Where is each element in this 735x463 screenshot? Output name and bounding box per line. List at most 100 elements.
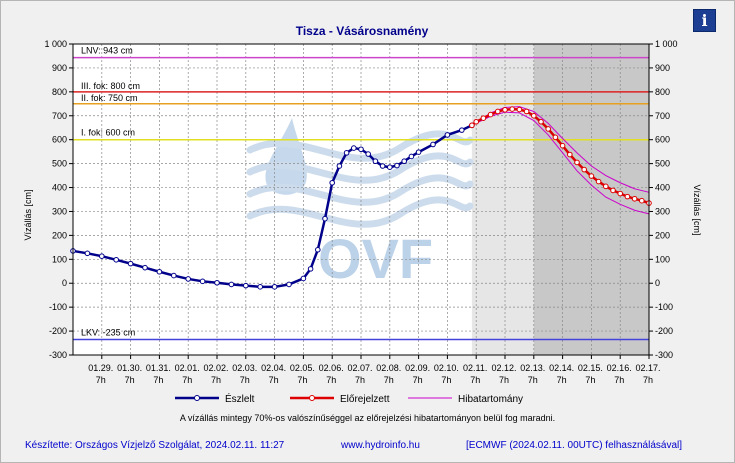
y-tick-label-left: 0 bbox=[62, 278, 67, 288]
x-tick-label-date: 02.12. bbox=[491, 363, 516, 373]
observed-point bbox=[199, 278, 206, 285]
y-tick-label-right: 400 bbox=[655, 183, 670, 193]
y-tick-label-right: 600 bbox=[655, 135, 670, 145]
watermark-text: OVF bbox=[318, 227, 433, 290]
forecast-point bbox=[574, 159, 580, 166]
x-tick-label-date: 02.08. bbox=[376, 363, 401, 373]
x-tick-label-date: 02.09. bbox=[405, 363, 430, 373]
observed-point bbox=[113, 256, 119, 263]
observed-point bbox=[322, 215, 328, 222]
y-tick-label-left: 400 bbox=[52, 183, 67, 193]
x-tick-label-date: 02.11. bbox=[463, 363, 487, 373]
observed-point bbox=[243, 282, 249, 289]
x-tick-label-hour: 7h bbox=[470, 375, 480, 385]
observed-point bbox=[329, 179, 336, 186]
x-tick-label-date: 02.13. bbox=[520, 363, 545, 373]
observed-point bbox=[156, 268, 163, 275]
x-tick-label-hour: 7h bbox=[269, 375, 279, 385]
x-tick-label-date: 02.10. bbox=[434, 363, 459, 373]
forecast-point bbox=[502, 106, 508, 113]
observed-point bbox=[271, 284, 278, 290]
info-button[interactable]: i bbox=[693, 9, 716, 32]
observed-point bbox=[307, 266, 314, 272]
plot-background bbox=[73, 44, 649, 355]
wave-shape bbox=[246, 152, 474, 184]
series-lines bbox=[70, 106, 652, 290]
y-tick-label-left: 900 bbox=[52, 63, 67, 73]
x-tick-label-hour: 7h bbox=[125, 375, 135, 385]
x-tick-label-date: 02.14. bbox=[549, 363, 574, 373]
forecast-point bbox=[487, 111, 494, 118]
level-label: I. fok: 600 cm bbox=[81, 128, 135, 138]
forecast-point bbox=[631, 195, 638, 202]
observed-point bbox=[387, 164, 393, 171]
observed-point bbox=[415, 149, 422, 155]
y-tick-label-left: 1 000 bbox=[44, 39, 67, 49]
footer-website-link[interactable]: www.hydroinfo.hu bbox=[341, 440, 420, 451]
observed-point bbox=[351, 145, 357, 151]
x-tick-label-date: 02.05. bbox=[290, 363, 315, 373]
y-tick-label-right: -100 bbox=[655, 302, 673, 312]
observed-point bbox=[336, 163, 343, 169]
wave-shape bbox=[246, 196, 474, 228]
x-tick-label-date: 01.29. bbox=[88, 363, 113, 373]
level-label: II. fok: 750 cm bbox=[81, 93, 138, 103]
forecast-point bbox=[495, 108, 501, 115]
forecast-point bbox=[588, 173, 595, 179]
observed-point bbox=[379, 163, 386, 169]
x-tick-label-date: 02.17. bbox=[635, 363, 660, 373]
x-tick-label-hour: 7h bbox=[557, 375, 567, 385]
forecast-point bbox=[595, 178, 602, 185]
legend-label: Hibatartomány bbox=[458, 394, 523, 405]
level-label: LKV: -235 cm bbox=[81, 327, 135, 337]
forecast-point bbox=[559, 142, 566, 149]
forecast-point bbox=[516, 106, 523, 113]
forecast-note: A vízállás mintegy 70%-os valószínűségge… bbox=[179, 413, 556, 423]
x-tick-label-hour: 7h bbox=[96, 375, 106, 385]
observed-point bbox=[171, 272, 177, 279]
water-drop-shape bbox=[265, 118, 307, 195]
level-label: III. fok: 800 cm bbox=[81, 81, 140, 91]
observed-point bbox=[444, 132, 451, 138]
footer-made-by: Készítette: Országos Vízjelző Szolgálat,… bbox=[25, 440, 285, 451]
y-tick-label-left: 600 bbox=[52, 135, 67, 145]
x-tick-label-hour: 7h bbox=[182, 375, 192, 385]
observed-point bbox=[127, 260, 134, 267]
observed-point bbox=[408, 153, 415, 160]
legend-marker bbox=[194, 395, 200, 401]
observed-point bbox=[257, 284, 264, 290]
forecast-point bbox=[545, 126, 552, 132]
x-tick-label-date: 02.01. bbox=[175, 363, 200, 373]
observed-point bbox=[343, 150, 350, 156]
y-axis-label-right: Vízállás [cm] bbox=[692, 184, 702, 235]
observed-point bbox=[286, 281, 292, 288]
axes: -300 -300 -200 -200 -100 -100 0 0 100 100 200 200 30… bbox=[44, 39, 677, 385]
level-label: LNV: 943 cm bbox=[81, 46, 133, 56]
observed-point bbox=[142, 264, 148, 271]
observed-point bbox=[185, 276, 191, 282]
observed-point bbox=[358, 146, 364, 153]
legend-label: Előrejelzett bbox=[340, 394, 390, 405]
x-tick-label-hour: 7h bbox=[441, 375, 451, 385]
forecast-region-light bbox=[471, 44, 534, 355]
x-tick-label-hour: 7h bbox=[643, 375, 653, 385]
y-tick-label-left: 300 bbox=[52, 206, 67, 216]
forecast-point bbox=[617, 190, 624, 197]
forecast-point bbox=[603, 183, 609, 190]
x-tick-label-date: 01.30. bbox=[117, 363, 142, 373]
observed-point bbox=[315, 246, 321, 253]
observed-point bbox=[300, 275, 307, 282]
observed-point bbox=[214, 279, 220, 286]
y-tick-label-left: 800 bbox=[52, 87, 67, 97]
y-tick-label-left: 700 bbox=[52, 111, 67, 121]
y-tick-label-right: -300 bbox=[655, 350, 673, 360]
y-tick-label-left: -100 bbox=[49, 302, 67, 312]
y-tick-label-right: 1 000 bbox=[655, 39, 678, 49]
y-tick-label-left: -200 bbox=[49, 326, 67, 336]
footer-model-note: [ECMWF (2024.02.11. 00UTC) felhasználásá… bbox=[466, 440, 683, 451]
x-tick-label-hour: 7h bbox=[614, 375, 624, 385]
info-icon: i bbox=[701, 11, 708, 30]
y-tick-label-right: 800 bbox=[655, 87, 670, 97]
forecast-point bbox=[473, 118, 480, 125]
